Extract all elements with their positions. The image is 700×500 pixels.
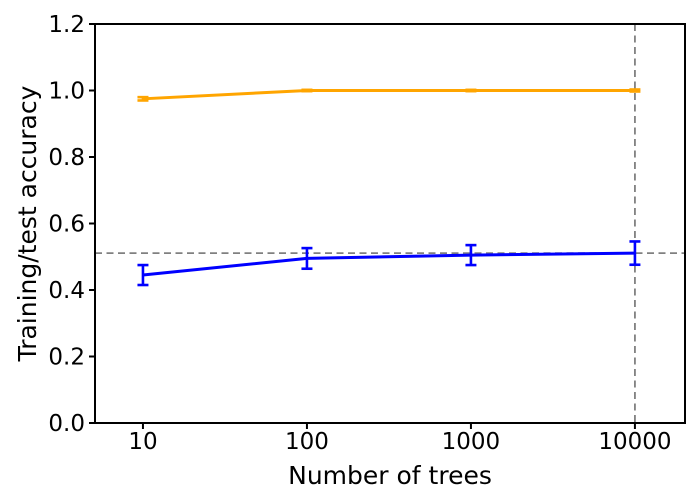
x-tick-label: 1000 — [442, 429, 501, 455]
y-tick-label: 0.0 — [48, 411, 85, 437]
y-tick-label: 1.2 — [48, 12, 85, 38]
y-tick-label: 0.2 — [48, 345, 85, 371]
x-axis-label: Number of trees — [288, 461, 492, 490]
y-tick-label: 1.0 — [48, 79, 85, 105]
x-tick-label: 100 — [285, 429, 329, 455]
y-tick-label: 0.6 — [48, 212, 85, 238]
plot-border — [94, 23, 686, 424]
y-tick-label: 0.8 — [48, 145, 85, 171]
training-accuracy-line — [142, 89, 635, 101]
x-tick-label: 10000 — [598, 429, 671, 455]
y-axis-label: Training/test accuracy — [13, 85, 42, 362]
x-tick-label: 10 — [128, 429, 157, 455]
test-accuracy-line — [142, 251, 635, 277]
y-tick-label: 0.4 — [48, 278, 85, 304]
